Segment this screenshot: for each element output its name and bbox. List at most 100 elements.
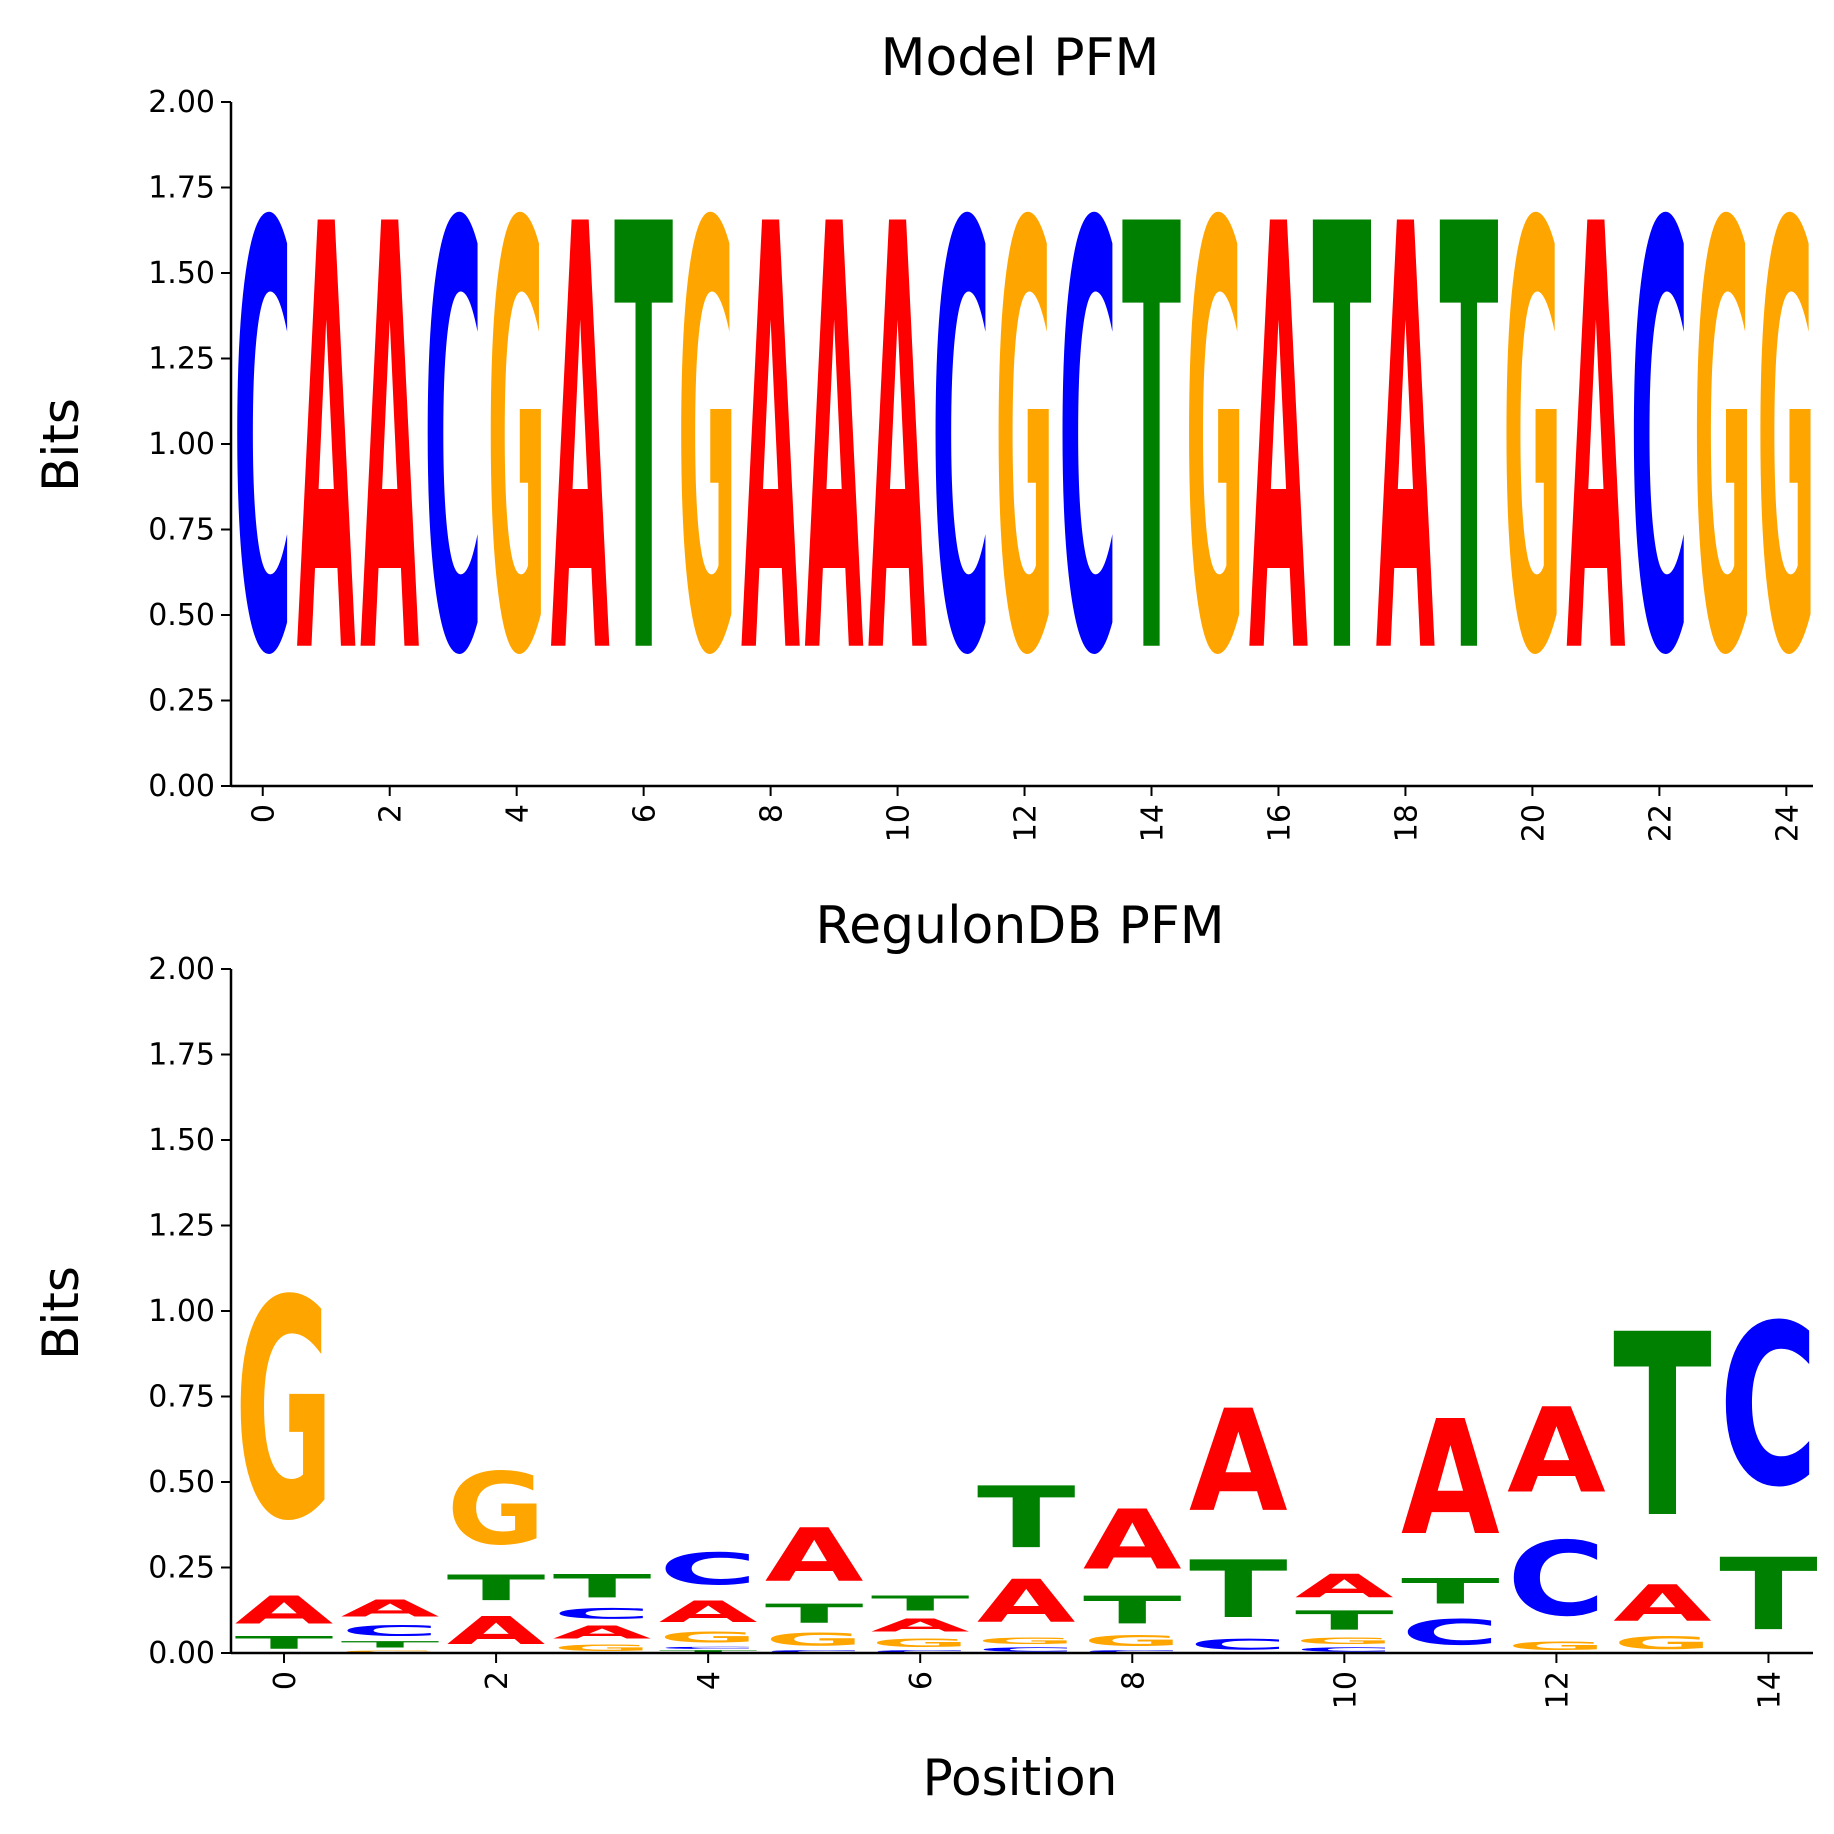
x-tick-label: 12 (1009, 804, 1044, 842)
y-tick-label: 1.00 (148, 427, 215, 462)
logo-letter-c: C (932, 105, 991, 784)
y-tick-label: 2.00 (148, 952, 215, 987)
y-tick-label: 1.00 (148, 1294, 215, 1329)
logo-letter-g: G (1295, 1636, 1394, 1646)
logo-letter-c: C (1059, 105, 1118, 784)
axes: 0.000.250.500.751.001.251.501.752.000 2 4 6… (148, 85, 1813, 842)
x-tick-label: 10 (882, 804, 917, 842)
logo-letter-a: A (1376, 104, 1436, 784)
x-tick-label: 4 (501, 804, 536, 823)
logo-letter-c: C (659, 1646, 758, 1649)
logo-letter-a: A (1083, 1493, 1182, 1588)
logo-letter-g: G (1083, 1633, 1182, 1650)
logo-letter-a: A (235, 1589, 334, 1633)
y-tick-label: 2.00 (148, 85, 215, 120)
panel-title: Model PFM (881, 28, 1160, 88)
logo-letter-t: T (447, 1567, 546, 1608)
logo-letter-g: G (487, 104, 546, 785)
x-tick-label: 14 (1752, 1671, 1787, 1709)
y-tick-label: 1.50 (148, 1123, 215, 1158)
logo-letter-t: T (977, 1468, 1076, 1567)
logo-letter-t: T (1083, 1588, 1182, 1632)
logo-letter-c: C (1507, 1521, 1606, 1640)
logo-marks: TAGGTCAATGGACTTCGACCGTACGATCGATCGTACTACG… (235, 1237, 1818, 1653)
x-tick-label: 18 (1389, 804, 1424, 842)
logo-letter-g: G (553, 1643, 652, 1653)
x-axis-label: Position (923, 1749, 1118, 1807)
x-tick-label: 8 (755, 804, 790, 823)
y-tick-label: 1.25 (148, 1209, 215, 1244)
logo-letter-a: A (341, 1595, 440, 1622)
logo-letter-a: A (868, 104, 928, 784)
logo-letter-g: G (447, 1452, 546, 1567)
logo-letter-t: T (341, 1639, 440, 1649)
logo-letter-a: A (1189, 1380, 1288, 1543)
logo-letter-a: A (1249, 104, 1309, 784)
logo-letter-t: T (1295, 1605, 1394, 1636)
y-tick-label: 1.75 (148, 171, 215, 206)
logo-letter-a: A (659, 1595, 758, 1629)
regulondb-pfm-panel: RegulonDB PFM Bits Position TAGGTCAATGGA… (32, 896, 1818, 1807)
logo-letter-c: C (1630, 105, 1689, 784)
x-tick-label: 20 (1516, 804, 1551, 842)
logo-letter-g: G (678, 104, 737, 785)
logo-letter-c: C (553, 1605, 652, 1622)
logo-letter-g: G (1613, 1633, 1712, 1653)
x-tick-label: 24 (1770, 804, 1805, 842)
logo-letter-a: A (1507, 1384, 1606, 1520)
x-tick-label: 2 (374, 804, 409, 823)
logo-letter-c: C (871, 1650, 970, 1653)
logo-letter-t: T (1312, 103, 1371, 784)
logo-letter-a: A (741, 104, 801, 784)
x-tick-label: 0 (247, 804, 282, 823)
x-tick-label: 12 (1540, 1671, 1575, 1709)
y-tick-label: 0.50 (148, 598, 215, 633)
logo-letter-c: C (1083, 1650, 1182, 1653)
logo-letter-c: C (659, 1544, 758, 1595)
logo-letter-t: T (659, 1650, 758, 1653)
logo-letter-c: C (765, 1650, 864, 1653)
x-tick-label: 6 (628, 804, 663, 823)
logo-letter-t: T (614, 103, 673, 784)
logo-letter-a: A (1566, 104, 1626, 784)
logo-letter-g: G (659, 1629, 758, 1646)
logo-letter-a: A (553, 1623, 652, 1643)
logo-letter-t: T (1122, 103, 1181, 784)
logo-letter-t: T (1613, 1282, 1712, 1574)
logo-letter-g: G (871, 1636, 970, 1650)
logo-letter-g: G (1507, 1640, 1606, 1654)
y-tick-label: 0.25 (148, 1551, 215, 1586)
logo-letter-c: C (1189, 1636, 1288, 1653)
logo-letter-t: T (765, 1598, 864, 1629)
logo-letter-c: C (1401, 1612, 1500, 1653)
x-tick-label: 4 (692, 1671, 727, 1690)
x-tick-label: 2 (480, 1671, 515, 1690)
x-tick-label: 14 (1136, 804, 1171, 842)
logo-letter-c: C (1719, 1279, 1818, 1537)
y-tick-label: 1.75 (148, 1038, 215, 1073)
axes: 0.000.250.500.751.001.251.501.752.000 2 4 6… (148, 952, 1813, 1709)
logo-letter-a: A (1613, 1574, 1712, 1632)
y-axis-label: Bits (32, 1266, 90, 1360)
logo-letter-a: A (447, 1609, 546, 1653)
y-tick-label: 0.25 (148, 684, 215, 719)
y-tick-label: 0.75 (148, 513, 215, 548)
logo-letter-g: G (1185, 104, 1244, 785)
logo-letter-t: T (553, 1568, 652, 1605)
y-tick-label: 1.25 (148, 342, 215, 377)
logo-letter-a: A (1295, 1568, 1394, 1605)
y-tick-label: 0.75 (148, 1380, 215, 1415)
logo-letter-t: T (1401, 1571, 1500, 1612)
x-tick-label: 16 (1262, 804, 1297, 842)
logo-letter-a: A (551, 104, 611, 784)
y-tick-label: 1.50 (148, 256, 215, 291)
logo-letter-g: G (341, 1650, 440, 1653)
logo-letter-t: T (871, 1592, 970, 1616)
logo-letter-g: G (1503, 104, 1562, 785)
x-tick-label: 8 (1116, 1671, 1151, 1690)
panel-title: RegulonDB PFM (815, 896, 1224, 956)
logo-letter-t: T (235, 1633, 334, 1653)
